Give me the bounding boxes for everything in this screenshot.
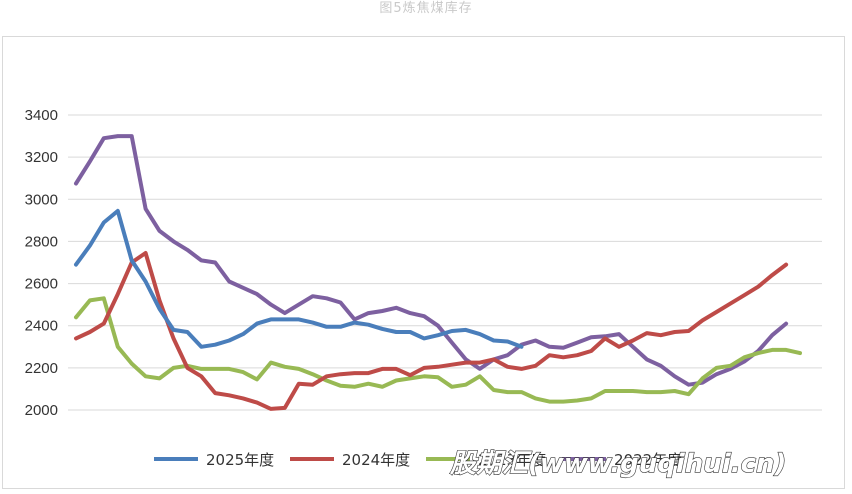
chart-title: 图5炼焦煤库存 [379, 1, 473, 16]
y-tick-label: 2800 [25, 233, 58, 250]
series-line [74, 134, 789, 387]
legend-label: 2022年度 [614, 451, 682, 469]
chart-frame [2, 36, 845, 489]
series-lines [74, 134, 802, 411]
y-tick-label: 3000 [25, 191, 58, 208]
watermark-text: 股期汇(www.guqihui.cn) [449, 449, 786, 479]
y-tick-label: 2600 [25, 276, 58, 293]
legend-label: 2024年度 [342, 451, 410, 469]
y-tick-label: 3200 [25, 149, 58, 166]
y-tick-label: 3400 [25, 107, 58, 124]
series-line [74, 251, 789, 411]
y-tick-label: 2400 [25, 318, 58, 335]
y-tick-label: 2000 [25, 402, 58, 419]
legend: 2025年度 2024年度 2023年度 2022年度 [154, 451, 682, 469]
y-axis-ticks: 2000 2200 2400 2600 2800 3000 3200 3400 [25, 107, 58, 419]
legend-label: 2023年度 [478, 451, 546, 469]
y-tick-label: 2200 [25, 360, 58, 377]
series-line [74, 296, 802, 404]
series-line [74, 208, 524, 349]
legend-label: 2025年度 [206, 451, 274, 469]
